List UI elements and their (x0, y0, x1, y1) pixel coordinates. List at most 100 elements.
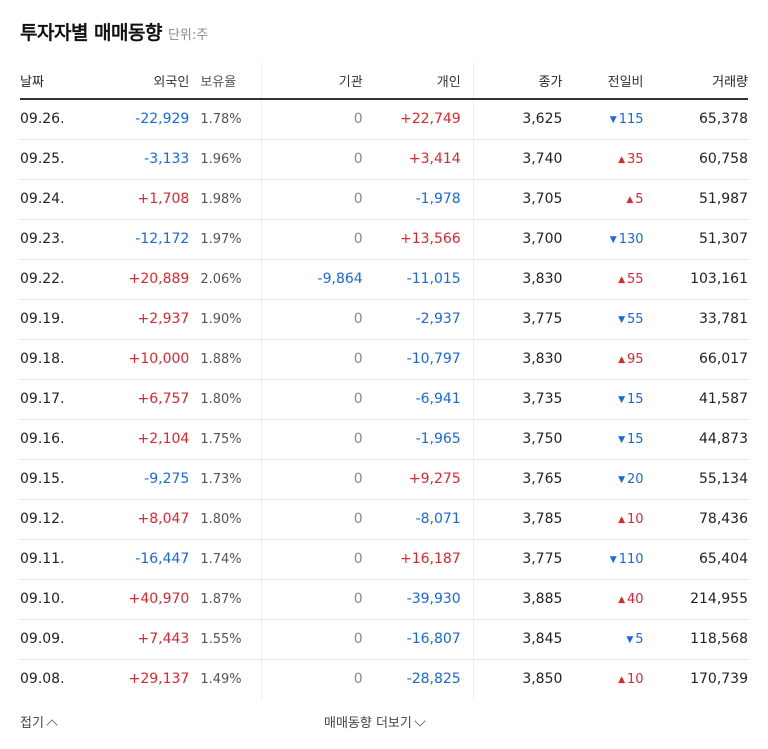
table-row: 09.11. -16,447 1.74% 0 +16,187 3,775 ▼ 110 65,40… (20, 539, 748, 580)
cell-change: ▼ 20 (562, 459, 644, 500)
change-value: 115 (618, 111, 644, 127)
table-row: 09.16. +2,104 1.75% 0 -1,965 3,750 ▼ 15 44,873 (20, 419, 748, 460)
col-institution: 기관 (261, 62, 363, 100)
cell-date: 09.25. (20, 139, 71, 180)
cell-close: 3,845 (473, 619, 563, 660)
cell-individual: -2,937 (362, 299, 474, 340)
cell-volume: 78,436 (643, 499, 748, 540)
cell-foreign: +29,137 (128, 671, 190, 688)
triangle-up-icon: ▲ (618, 274, 625, 285)
table-row: 09.17. +6,757 1.80% 0 -6,941 3,735 ▼ 15 41,587 (20, 379, 748, 420)
cell-individual: -1,965 (362, 419, 474, 460)
cell-volume: 60,758 (643, 139, 748, 180)
cell-individual: -8,071 (362, 499, 474, 540)
change-value: 55 (626, 311, 644, 327)
triangle-up-icon: ▲ (618, 514, 625, 525)
cell-volume: 33,781 (643, 299, 748, 340)
cell-close: 3,785 (473, 499, 563, 540)
cell-date: 09.10. (20, 579, 71, 620)
cell-volume: 170,739 (690, 671, 748, 688)
change-value: 130 (618, 231, 644, 247)
cell-change: ▲ 10 (562, 659, 643, 699)
cell-ratio: 1.90% (189, 299, 262, 340)
table-row: 09.10. +40,970 1.87% 0 -39,930 3,885 ▲ 40 214,95… (20, 579, 748, 620)
table-row: 09.19. +2,937 1.90% 0 -2,937 3,775 ▼ 55 33,781 (20, 299, 748, 340)
triangle-down-icon: ▼ (626, 634, 634, 645)
triangle-down-icon: ▼ (609, 554, 617, 565)
cell-ratio: 1.75% (189, 419, 262, 460)
cell-volume: 65,378 (643, 99, 748, 140)
cell-date: 09.24. (20, 179, 71, 220)
triangle-down-icon: ▼ (609, 114, 617, 125)
table-row: 09.24. +1,708 1.98% 0 -1,978 3,705 ▲ 5 51,987 (20, 179, 748, 220)
cell-change: ▼ 5 (562, 619, 644, 660)
cell-institution: 0 (261, 339, 363, 380)
triangle-down-icon: ▼ (609, 234, 617, 245)
table-row: 09.18. +10,000 1.88% 0 -10,797 3,830 ▲ 95 66,017 (20, 339, 748, 380)
cell-change: ▼ 55 (562, 299, 644, 340)
cell-individual: +16,187 (362, 539, 474, 580)
col-date: 날짜 (20, 62, 71, 100)
cell-close: 3,830 (473, 339, 563, 380)
cell-change: ▼ 110 (562, 539, 644, 580)
fold-label: 접기 (20, 716, 44, 731)
cell-ratio: 1.88% (189, 339, 262, 380)
cell-foreign: +7,443 (70, 619, 190, 660)
col-change: 전일비 (562, 62, 644, 100)
cell-institution: 0 (261, 459, 363, 500)
cell-close: 3,735 (473, 379, 563, 420)
cell-foreign: +40,970 (70, 579, 190, 620)
cell-close: 3,885 (473, 579, 563, 620)
more-trading-label: 매매동향 더보기 (324, 716, 412, 731)
cell-close: 3,765 (473, 459, 563, 500)
change-value: 95 (626, 351, 644, 367)
change-value: 10 (626, 511, 644, 527)
cell-institution: 0 (261, 179, 363, 220)
cell-institution: 0 (261, 99, 363, 140)
cell-close: 3,775 (473, 299, 563, 340)
table-row: 09.22. +20,889 2.06% -9,864 -11,015 3,830 ▲ 55 1… (20, 259, 748, 300)
cell-foreign: +10,000 (70, 339, 190, 380)
cell-change: ▼ 15 (562, 379, 644, 420)
change-value: 5 (635, 631, 644, 647)
cell-individual: -28,825 (362, 659, 474, 699)
cell-change: ▲ 35 (562, 139, 644, 180)
col-volume: 거래량 (643, 62, 748, 100)
triangle-up-icon: ▲ (626, 194, 634, 205)
fold-button[interactable]: 접기 (20, 712, 58, 731)
cell-date: 09.19. (20, 299, 71, 340)
cell-institution: 0 (261, 139, 363, 180)
triangle-up-icon: ▲ (618, 674, 625, 685)
change-value: 15 (626, 431, 644, 447)
cell-date: 09.26. (20, 99, 71, 140)
cell-ratio: 1.97% (189, 219, 262, 260)
table-header: 날짜 외국인 보유율 기관 개인 종가 전일비 거래량 (20, 62, 748, 100)
more-trading-button[interactable]: 매매동향 더보기 (324, 712, 426, 731)
page-title: 투자자별 매매동향 (20, 22, 162, 44)
cell-ratio: 1.98% (189, 179, 262, 220)
cell-foreign: +6,757 (70, 379, 190, 420)
cell-ratio: 1.49% (189, 659, 262, 699)
cell-individual: -11,015 (362, 259, 474, 300)
cell-volume: 51,987 (643, 179, 748, 220)
cell-individual: +13,566 (362, 219, 474, 260)
triangle-up-icon: ▲ (618, 154, 625, 165)
cell-ratio: 1.80% (189, 379, 262, 420)
cell-date: 09.08. (20, 671, 65, 688)
cell-date: 09.11. (20, 539, 71, 580)
cell-change: ▲ 5 (562, 179, 644, 220)
cell-institution: 0 (261, 539, 363, 580)
table-header-row: 날짜 외국인 보유율 기관 개인 종가 전일비 거래량 (20, 62, 748, 100)
cell-foreign: -3,133 (70, 139, 190, 180)
cell-close: 3,625 (473, 99, 563, 140)
cell-institution: 0 (261, 579, 363, 620)
cell-change: ▲ 10 (562, 499, 644, 540)
cell-close: 3,850 (522, 671, 563, 688)
change-value: 10 (626, 671, 644, 687)
cell-date: 09.16. (20, 419, 71, 460)
cell-individual: -10,797 (362, 339, 474, 380)
triangle-down-icon: ▼ (618, 474, 625, 485)
cell-close: 3,750 (473, 419, 563, 460)
cell-date: 09.22. (20, 259, 71, 300)
change-value: 20 (626, 471, 644, 487)
